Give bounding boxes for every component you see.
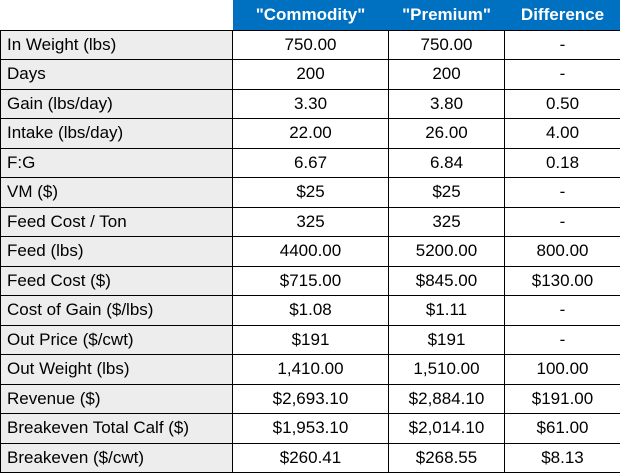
table-row: Out Weight (lbs) 1,410.00 1,510.00 100.00 xyxy=(0,354,620,385)
cell: 4400.00 xyxy=(232,236,389,267)
column-header: Difference xyxy=(504,0,620,30)
cell: $1.08 xyxy=(232,295,389,326)
cell: $8.13 xyxy=(504,442,620,473)
cell: 750.00 xyxy=(232,29,389,60)
cell: $25 xyxy=(232,177,389,208)
cell: 6.67 xyxy=(232,147,389,178)
table-row: Gain (lbs/day) 3.30 3.80 0.50 xyxy=(0,88,620,119)
cell: 0.18 xyxy=(504,147,620,178)
cell: $2,884.10 xyxy=(388,383,505,414)
row-label: Feed Cost ($) xyxy=(0,265,233,296)
cell: 100.00 xyxy=(504,354,620,385)
table-row: Intake (lbs/day) 22.00 26.00 4.00 xyxy=(0,118,620,149)
row-label: Breakeven ($/cwt) xyxy=(0,442,233,473)
cell: 3.80 xyxy=(388,88,505,119)
cell: 0.50 xyxy=(504,88,620,119)
row-label: Out Weight (lbs) xyxy=(0,354,233,385)
table-row: Days 200 200- xyxy=(0,59,620,90)
cell: $715.00 xyxy=(232,265,389,296)
table-body: In Weight (lbs) 750.00 750.00- Days 200 200- G… xyxy=(0,29,620,473)
cell: 22.00 xyxy=(232,118,389,149)
table-row: In Weight (lbs) 750.00 750.00- xyxy=(0,29,620,60)
cell: - xyxy=(504,324,620,355)
row-label: VM ($) xyxy=(0,177,233,208)
cell: 200 xyxy=(388,59,505,90)
row-label: In Weight (lbs) xyxy=(0,29,233,60)
cell: $130.00 xyxy=(504,265,620,296)
row-label: Revenue ($) xyxy=(0,383,233,414)
table-row: Feed (lbs) 4400.00 5200.00 800.00 xyxy=(0,236,620,267)
cell: 4.00 xyxy=(504,118,620,149)
cell: $2,693.10 xyxy=(232,383,389,414)
table-row: Out Price ($/cwt) $191 $191- xyxy=(0,324,620,355)
cell: 5200.00 xyxy=(388,236,505,267)
cell: - xyxy=(504,29,620,60)
row-label: Intake (lbs/day) xyxy=(0,118,233,149)
cell: 800.00 xyxy=(504,236,620,267)
table-row: VM ($) $25 $25- xyxy=(0,177,620,208)
cell: $2,014.10 xyxy=(388,413,505,444)
cell: 26.00 xyxy=(388,118,505,149)
row-label: Breakeven Total Calf ($) xyxy=(0,413,233,444)
table-row: Revenue ($) $2,693.10 $2,884.10 $191.00 xyxy=(0,383,620,414)
cell: - xyxy=(504,59,620,90)
cell: 1,410.00 xyxy=(232,354,389,385)
row-label: F:G xyxy=(0,147,233,178)
cell: $25 xyxy=(388,177,505,208)
row-label: Gain (lbs/day) xyxy=(0,88,233,119)
cell: 200 xyxy=(232,59,389,90)
cell: 1,510.00 xyxy=(388,354,505,385)
row-label: Out Price ($/cwt) xyxy=(0,324,233,355)
cell: 325 xyxy=(388,206,505,237)
cell: 6.84 xyxy=(388,147,505,178)
cell: $1,953.10 xyxy=(232,413,389,444)
row-label: Days xyxy=(0,59,233,90)
cell: $260.41 xyxy=(232,442,389,473)
cell: $61.00 xyxy=(504,413,620,444)
cell: 325 xyxy=(232,206,389,237)
table-row: Feed Cost / Ton 325 325- xyxy=(0,206,620,237)
row-label: Feed Cost / Ton xyxy=(0,206,233,237)
table-header: "Commodity" "Premium" Difference xyxy=(0,0,620,30)
row-label: Cost of Gain ($/lbs) xyxy=(0,295,233,326)
column-header: "Premium" xyxy=(388,0,505,30)
cell: $191 xyxy=(388,324,505,355)
row-label: Feed (lbs) xyxy=(0,236,233,267)
header-row: "Commodity" "Premium" Difference xyxy=(0,0,620,30)
table-row: Breakeven Total Calf ($) $1,953.10 $2,014.… xyxy=(0,413,620,444)
table-row: Cost of Gain ($/lbs) $1.08 $1.11- xyxy=(0,295,620,326)
cell: $1.11 xyxy=(388,295,505,326)
cell: - xyxy=(504,177,620,208)
column-header xyxy=(0,0,233,30)
cell: $268.55 xyxy=(388,442,505,473)
cell: 750.00 xyxy=(388,29,505,60)
cell: $191 xyxy=(232,324,389,355)
cell: 3.30 xyxy=(232,88,389,119)
table-row: F:G 6.67 6.84 0.18 xyxy=(0,147,620,178)
table-row: Breakeven ($/cwt) $260.41 $268.55 $8.13 xyxy=(0,442,620,473)
table-row: Feed Cost ($) $715.00 $845.00 $130.00 xyxy=(0,265,620,296)
cell: - xyxy=(504,295,620,326)
column-header: "Commodity" xyxy=(232,0,389,30)
cell: - xyxy=(504,206,620,237)
cell: $845.00 xyxy=(388,265,505,296)
cell: $191.00 xyxy=(504,383,620,414)
